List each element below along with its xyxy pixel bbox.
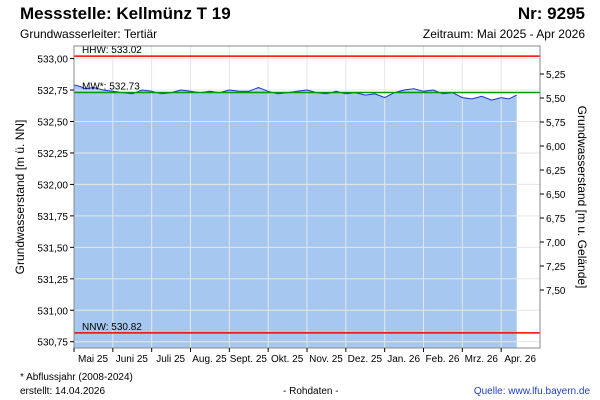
x-tick-label: Sept. 25	[230, 354, 268, 365]
y-tick-label: 531,50	[37, 243, 68, 254]
y-right-tick-label: 7,50	[546, 286, 566, 297]
y-right-tick-label: 6,75	[546, 214, 566, 225]
y-right-tick-label: 5,50	[546, 94, 566, 105]
aquifer-label: Grundwasserleiter: Tertiär	[20, 27, 158, 41]
station-number: Nr: 9295	[517, 4, 585, 23]
footnote: * Abflussjahr (2008-2024)	[20, 372, 133, 383]
source-link[interactable]: Quelle: www.lfu.bayern.de	[473, 386, 590, 397]
y-tick-label: 533,00	[37, 55, 68, 66]
x-tick-label: Aug. 25	[192, 354, 227, 365]
y-axis-label: Grundwasserstand [m ü. NN]	[13, 120, 27, 275]
y-tick-label: 531,75	[37, 212, 68, 223]
y-tick-label: 531,00	[37, 306, 68, 317]
x-tick-label: Nov. 25	[309, 354, 343, 365]
y-right-tick-label: 5,25	[546, 70, 566, 81]
chart-title: Messstelle: Kellmünz T 19	[20, 4, 231, 23]
created-date: erstellt: 14.04.2026	[20, 386, 106, 397]
x-tick-label: Dez. 25	[348, 354, 383, 365]
y-right-tick-label: 7,25	[546, 262, 566, 273]
raw-data-label: - Rohdaten -	[283, 386, 339, 397]
x-tick-label: Jan. 26	[387, 354, 420, 365]
x-tick-label: Juni 25	[116, 354, 149, 365]
y-tick-label: 532,50	[37, 118, 68, 129]
reference-label-mw: MW*: 532.73	[82, 82, 140, 93]
x-tick-label: Mai 25	[78, 354, 108, 365]
reference-label-hhw: HHW: 533.02	[82, 45, 142, 56]
y-right-tick-label: 5,75	[546, 118, 566, 129]
reference-label-nnw: NNW: 530.82	[82, 322, 142, 333]
x-tick-label: Apr. 26	[504, 354, 536, 365]
y-axis-label-right: Grundwasserstand [m u. Gelände]	[575, 106, 589, 289]
y-tick-label: 530,75	[37, 338, 68, 349]
y-tick-label: 532,75	[37, 86, 68, 97]
x-tick-label: Okt. 25	[271, 354, 304, 365]
x-tick-label: Mrz. 26	[465, 354, 499, 365]
x-tick-label: Juli 25	[156, 354, 185, 365]
period-label: Zeitraum: Mai 2025 - Apr 2026	[422, 27, 585, 41]
series-area	[74, 85, 517, 348]
y-tick-label: 532,00	[37, 180, 68, 191]
y-tick-label: 531,25	[37, 275, 68, 286]
x-tick-label: Feb. 26	[426, 354, 460, 365]
y-right-tick-label: 7,00	[546, 238, 566, 249]
y-right-tick-label: 6,25	[546, 166, 566, 177]
y-right-tick-label: 6,50	[546, 190, 566, 201]
y-tick-label: 532,25	[37, 149, 68, 160]
y-right-tick-label: 6,00	[546, 142, 566, 153]
